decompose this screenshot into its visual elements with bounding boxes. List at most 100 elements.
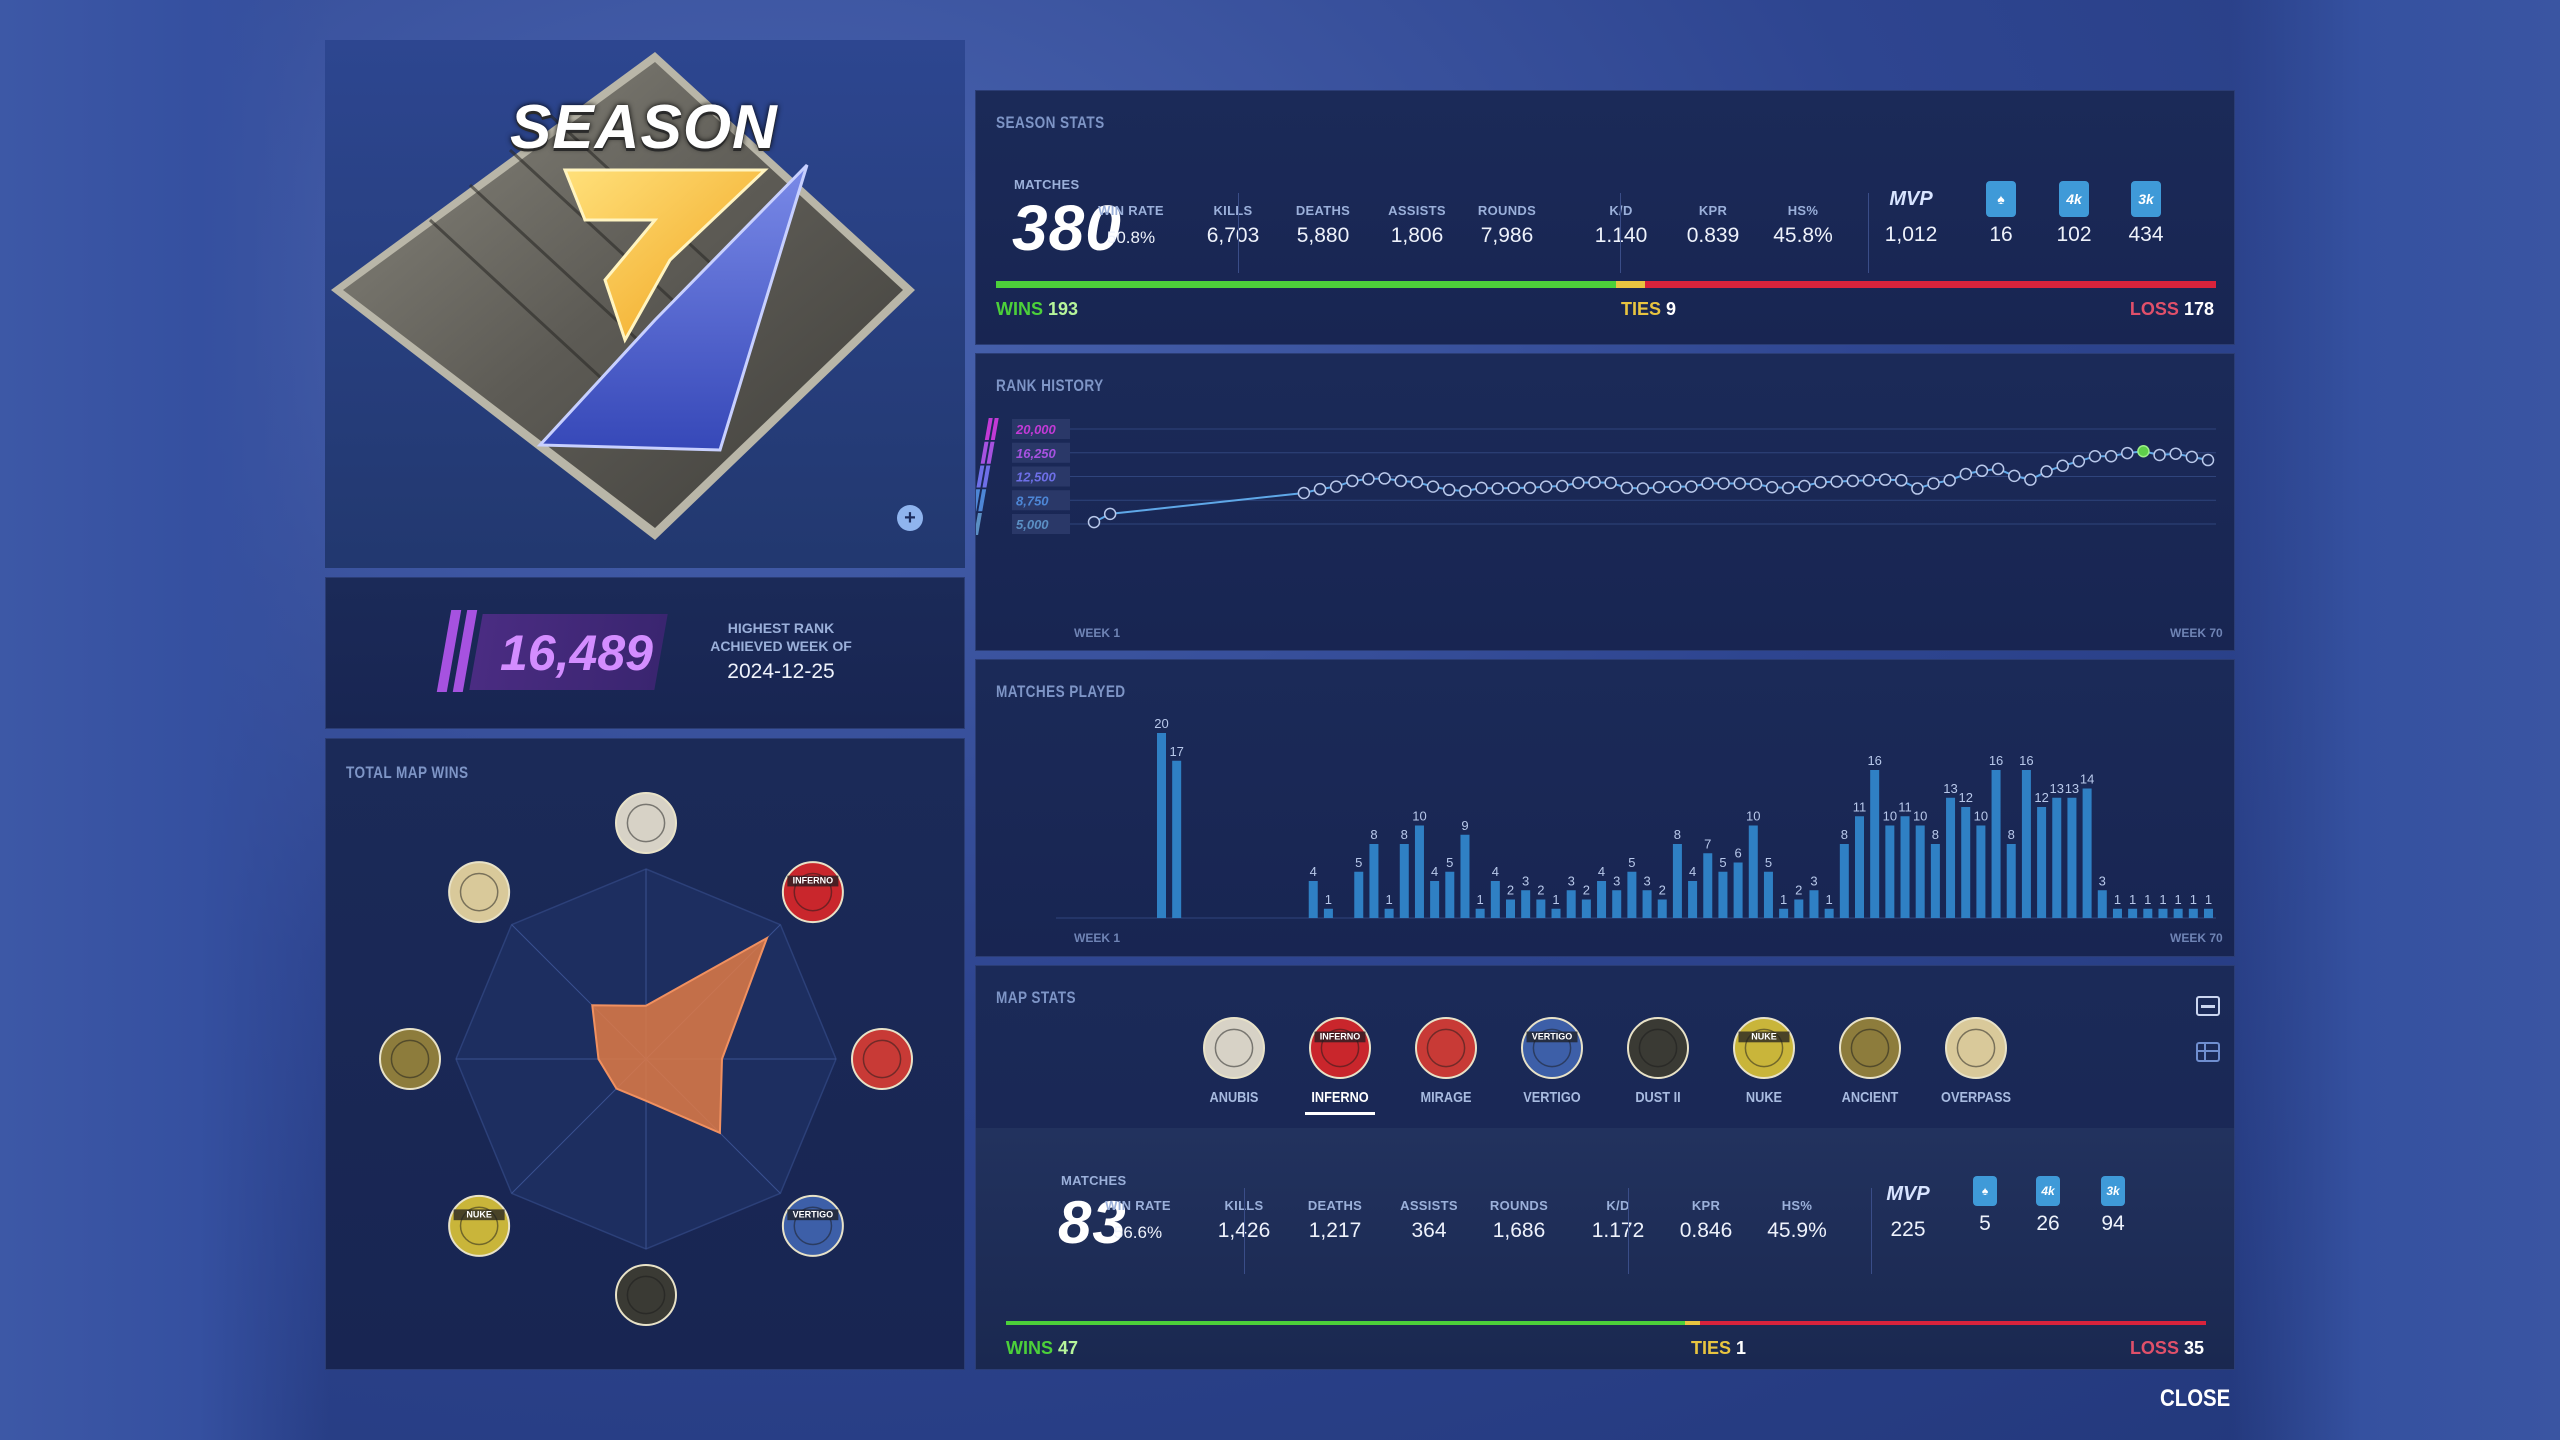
matches-bar[interactable] xyxy=(1566,890,1576,918)
rank-point[interactable] xyxy=(1862,474,1876,487)
matches-bar[interactable] xyxy=(1976,825,1986,919)
rank-point[interactable] xyxy=(1636,482,1650,495)
matches-bar[interactable] xyxy=(2097,890,2107,918)
rank-point[interactable] xyxy=(1087,515,1101,529)
rank-point[interactable] xyxy=(1798,479,1811,493)
rank-point[interactable] xyxy=(1814,475,1827,489)
matches-bar[interactable] xyxy=(1445,871,1455,918)
rank-point[interactable] xyxy=(1491,482,1504,495)
matches-bar[interactable] xyxy=(1855,816,1864,918)
matches-bar[interactable] xyxy=(1733,862,1743,919)
zoom-in-icon[interactable]: + xyxy=(897,505,923,531)
anubis-icon[interactable] xyxy=(1203,1017,1265,1079)
matches-bar[interactable] xyxy=(2112,908,2122,918)
rank-point[interactable] xyxy=(1604,476,1617,490)
matches-bar[interactable] xyxy=(1475,908,1485,918)
matches-bar[interactable] xyxy=(1900,816,1910,918)
rank-point[interactable] xyxy=(1749,477,1763,491)
rank-point[interactable] xyxy=(1927,477,1940,490)
rank-point[interactable] xyxy=(1620,481,1634,495)
nuke-icon[interactable]: NUKE xyxy=(1733,1017,1795,1079)
matches-bar[interactable] xyxy=(1430,881,1440,918)
matches-bar[interactable] xyxy=(2128,908,2138,918)
map-tab-ancient[interactable]: ANCIENT xyxy=(1815,1014,1925,1116)
matches-bar[interactable] xyxy=(2173,908,2183,918)
matches-bar[interactable] xyxy=(1657,899,1667,919)
matches-bar[interactable] xyxy=(1946,797,1956,918)
anubis-icon[interactable] xyxy=(615,792,677,854)
rank-point[interactable] xyxy=(1459,484,1472,498)
matches-bar[interactable] xyxy=(1672,844,1682,918)
matches-bar[interactable] xyxy=(1930,844,1940,918)
matches-bar[interactable] xyxy=(1612,890,1622,918)
rank-point[interactable] xyxy=(1911,482,1924,495)
rank-point[interactable] xyxy=(2201,453,2215,467)
rank-point[interactable] xyxy=(1572,476,1585,490)
mirage-icon[interactable] xyxy=(851,1028,913,1090)
matches-bar[interactable] xyxy=(1763,871,1773,918)
ancient-icon[interactable] xyxy=(1839,1017,1901,1079)
matches-bar[interactable] xyxy=(1536,899,1546,919)
matches-bar[interactable] xyxy=(1870,770,1880,918)
matches-bar[interactable] xyxy=(1521,890,1531,918)
map-tab-overpass[interactable]: OVERPASS xyxy=(1921,1014,2031,1116)
matches-bar[interactable] xyxy=(1642,890,1652,918)
matches-bar[interactable] xyxy=(1839,844,1849,918)
matches-bar[interactable] xyxy=(1794,899,1804,919)
matches-bar[interactable] xyxy=(1703,853,1713,918)
matches-bar[interactable] xyxy=(1172,760,1182,918)
rank-point[interactable] xyxy=(1975,464,1989,478)
matches-bar[interactable] xyxy=(2052,797,2062,918)
rank-point[interactable] xyxy=(1878,473,1892,486)
matches-bar[interactable] xyxy=(1809,890,1819,918)
overpass-icon[interactable] xyxy=(1945,1017,2007,1079)
matches-bar[interactable] xyxy=(1597,881,1607,918)
matches-bar[interactable] xyxy=(1824,908,1834,918)
rank-point[interactable] xyxy=(1717,477,1730,490)
matches-bar[interactable] xyxy=(2021,770,2031,918)
rank-point[interactable] xyxy=(1297,486,1311,500)
rank-point[interactable] xyxy=(1346,474,1359,488)
rank-point[interactable] xyxy=(2008,469,2021,483)
matches-bar[interactable] xyxy=(1779,908,1789,918)
rank-point[interactable] xyxy=(2040,465,2053,478)
vertigo-icon[interactable]: VERTIGO xyxy=(781,1194,844,1257)
rank-point[interactable] xyxy=(2024,473,2037,486)
rank-point[interactable] xyxy=(1668,480,1682,493)
rank-point[interactable] xyxy=(1378,472,1391,485)
matches-bar[interactable] xyxy=(2188,908,2198,918)
rank-point[interactable] xyxy=(1733,477,1747,490)
rank-point[interactable] xyxy=(1959,467,1973,481)
rank-point[interactable] xyxy=(1539,480,1553,493)
matches-bar[interactable] xyxy=(1399,844,1409,918)
rank-point[interactable] xyxy=(1991,462,2005,476)
matches-bar[interactable] xyxy=(1157,733,1166,918)
overpass-icon[interactable] xyxy=(448,861,511,924)
nuke-icon[interactable]: NUKE xyxy=(448,1194,511,1257)
map-tab-mirage[interactable]: MIRAGE xyxy=(1391,1014,1501,1116)
rank-point[interactable] xyxy=(1442,483,1456,497)
matches-bar[interactable] xyxy=(2067,797,2077,918)
rank-point[interactable] xyxy=(2088,449,2102,463)
rank-point[interactable] xyxy=(2072,455,2086,468)
matches-bar[interactable] xyxy=(1627,871,1637,918)
rank-point[interactable] xyxy=(1507,481,1521,495)
ancient-icon[interactable] xyxy=(379,1028,441,1090)
rank-point[interactable] xyxy=(2121,446,2134,460)
matches-bar[interactable] xyxy=(2037,807,2047,918)
rank-point[interactable] xyxy=(1846,474,1860,488)
rank-point[interactable] xyxy=(1410,475,1424,489)
matches-bar[interactable] xyxy=(2204,908,2213,918)
rank-point[interactable] xyxy=(2153,448,2166,462)
vertigo-icon[interactable]: VERTIGO xyxy=(1521,1017,1583,1079)
matches-bar[interactable] xyxy=(1581,899,1591,919)
matches-bar[interactable] xyxy=(1506,899,1515,919)
matches-bar[interactable] xyxy=(1460,834,1470,918)
matches-bar[interactable] xyxy=(1354,871,1364,918)
rank-point[interactable] xyxy=(1894,474,1908,487)
rank-point[interactable] xyxy=(1329,480,1343,493)
rank-point[interactable] xyxy=(1765,481,1779,494)
matches-bar[interactable] xyxy=(1718,871,1728,918)
map-tab-nuke[interactable]: NUKE NUKE xyxy=(1709,1014,1819,1116)
close-button[interactable]: CLOSE xyxy=(2160,1385,2231,1412)
